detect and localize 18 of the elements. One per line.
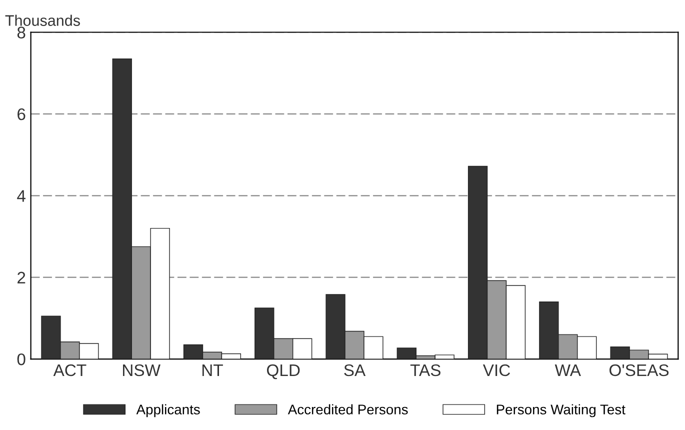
y-tick-label: 8 [17,26,26,38]
x-tick-label: NSW [123,364,160,376]
x-tick-label: NT [202,364,223,376]
y-tick-label: 6 [18,108,26,120]
x-tick-label: ACT [53,364,86,376]
x-tick-label: SA [344,364,366,376]
y-axis-title: Thousands [5,14,80,26]
x-tick-label: WA [554,364,581,376]
legend-label: Persons Waiting Test [496,404,626,418]
y-tick-label: 0 [17,353,26,366]
y-tick-label: 2 [18,272,26,284]
x-tick-label: QLD [267,364,300,380]
x-tick-label: VIC [482,364,510,376]
legend-label: Accredited Persons [288,404,408,414]
x-tick-label: TAS [410,364,440,376]
legend-label: Applicants [136,404,200,418]
x-tick-label: O'SEAS [610,364,669,376]
y-tick-label: 4 [17,190,26,202]
